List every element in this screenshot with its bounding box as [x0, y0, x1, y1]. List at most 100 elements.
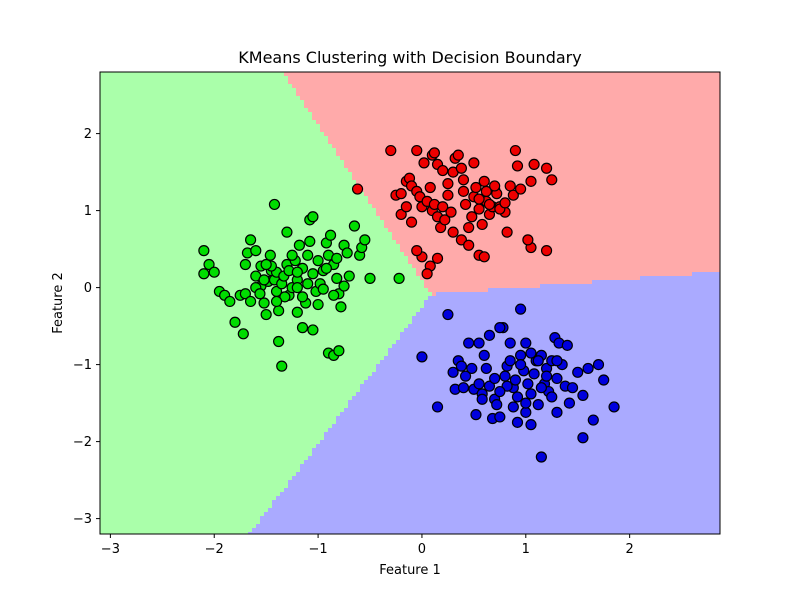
- x-axis: −3 −2 −1 0 1 2: [101, 534, 634, 557]
- cluster-2-point: [470, 409, 482, 421]
- cluster-2-point: [515, 359, 527, 371]
- cluster-2-point: [520, 406, 532, 418]
- cluster-0-point: [348, 220, 361, 232]
- cluster-2-point: [525, 388, 537, 400]
- cluster-2-point: [416, 351, 428, 363]
- cluster-2-point: [466, 362, 478, 375]
- cluster-2-point: [525, 347, 537, 359]
- cluster-2-point: [489, 372, 501, 385]
- cluster-0-point: [343, 270, 355, 282]
- cluster-0-point: [239, 288, 251, 300]
- cluster-2-point: [561, 339, 573, 351]
- cluster-1-point: [480, 185, 492, 197]
- cluster-2-point: [511, 391, 524, 403]
- cluster-1-point: [351, 183, 364, 195]
- y-tick-label: 1: [84, 204, 92, 219]
- cluster-1-point: [455, 162, 468, 174]
- cluster-0-point: [198, 245, 210, 257]
- cluster-1-point: [437, 201, 449, 213]
- x-tick-label: −1: [309, 542, 328, 557]
- cluster-2-point: [535, 451, 547, 463]
- cluster-1-point: [478, 251, 490, 263]
- cluster-2-point: [608, 401, 620, 413]
- cluster-1-point: [463, 239, 475, 251]
- cluster-1-point: [540, 245, 553, 257]
- cluster-0-point: [331, 252, 343, 264]
- cluster-0-point: [333, 345, 345, 357]
- cluster-0-point: [291, 266, 303, 278]
- cluster-2-point: [535, 382, 547, 394]
- cluster-2-point: [478, 349, 490, 361]
- cluster-0-point: [364, 272, 376, 284]
- cluster-1-point: [411, 245, 423, 257]
- y-tick-label: −3: [73, 512, 92, 527]
- cluster-0-point: [224, 295, 236, 308]
- plot-frame: [99, 71, 721, 535]
- cluster-0-point: [302, 278, 314, 290]
- cluster-1-point: [473, 193, 485, 205]
- cluster-1-point: [483, 198, 496, 211]
- cluster-2-point: [507, 401, 519, 413]
- cluster-2-point: [546, 391, 558, 403]
- cluster-1-point: [395, 188, 407, 200]
- cluster-0-point: [270, 295, 283, 308]
- chart-title: KMeans Clustering with Decision Boundary: [238, 48, 581, 67]
- cluster-1-point: [504, 180, 516, 192]
- cluster-1-point: [501, 226, 513, 238]
- cluster-0-point: [307, 268, 319, 280]
- cluster-1-point: [470, 181, 482, 194]
- cluster-2-point: [598, 374, 610, 386]
- cluster-2-point: [577, 389, 589, 401]
- cluster-2-point: [587, 414, 599, 426]
- cluster-1-point: [445, 206, 457, 218]
- cluster-1-point: [452, 149, 464, 161]
- cluster-1-point: [418, 157, 430, 169]
- scatter-points: [198, 144, 620, 463]
- cluster-2-point: [459, 370, 472, 382]
- cluster-1-point: [447, 226, 459, 238]
- cluster-1-point: [437, 164, 449, 177]
- x-tick-label: 0: [418, 542, 426, 557]
- cluster-0-point: [307, 211, 319, 223]
- cluster-2-point: [473, 337, 485, 349]
- cluster-2-point: [515, 349, 527, 361]
- cluster-2-point: [577, 432, 589, 444]
- cluster-2-point: [442, 308, 454, 321]
- cluster-2-point: [494, 385, 506, 398]
- cluster-2-point: [483, 380, 496, 392]
- cluster-0-point: [296, 291, 309, 303]
- cluster-1-point: [405, 216, 418, 228]
- cluster-0-point: [359, 234, 371, 246]
- cluster-0-point: [328, 289, 340, 301]
- cluster-1-point: [442, 189, 454, 201]
- cluster-1-point: [515, 183, 527, 195]
- cluster-1-point: [400, 201, 412, 213]
- cluster-0-point: [239, 258, 251, 271]
- cluster-0-point: [317, 283, 329, 295]
- cluster-2-point: [528, 368, 540, 380]
- cluster-0-point: [341, 247, 353, 259]
- cluster-1-point: [468, 157, 480, 169]
- y-axis: −3 −2 −1 0 1 2: [73, 127, 100, 527]
- cluster-0-point: [254, 288, 266, 300]
- cluster-2-point: [532, 399, 544, 411]
- cluster-2-point: [522, 378, 534, 390]
- cluster-2-point: [457, 382, 470, 394]
- cluster-0-point: [264, 249, 276, 261]
- cluster-2-point: [520, 397, 532, 409]
- cluster-2-point: [480, 362, 492, 375]
- y-tick-label: 2: [84, 127, 92, 142]
- cluster-2-point: [551, 406, 563, 418]
- cluster-2-point: [563, 397, 576, 409]
- cluster-2-point: [499, 370, 511, 382]
- cluster-0-point: [296, 322, 309, 334]
- cluster-0-point: [203, 258, 215, 271]
- cluster-1-point: [457, 185, 470, 197]
- cluster-0-point: [331, 272, 343, 284]
- cluster-1-point: [424, 181, 436, 194]
- cluster-2-point: [520, 337, 532, 349]
- cluster-2-point: [473, 378, 485, 390]
- cluster-2-point: [532, 355, 544, 367]
- cluster-1-point: [528, 158, 540, 170]
